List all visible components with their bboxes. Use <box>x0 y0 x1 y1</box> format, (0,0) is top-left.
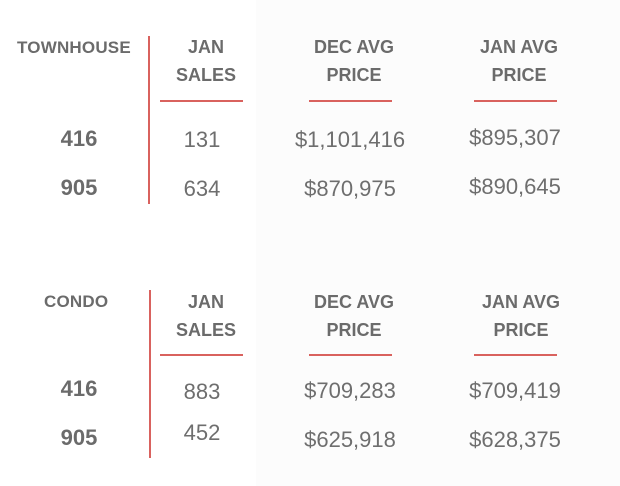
row-label-905: 905 <box>60 425 98 450</box>
vertical-divider <box>148 36 150 204</box>
cell-jan-sales: 634 <box>183 176 221 201</box>
column-header-dec-avg-price: DEC AVG PRICE <box>314 33 394 89</box>
cell-jan-sales: 883 <box>183 379 221 404</box>
header-underline <box>160 354 243 356</box>
header-line: JAN <box>187 37 225 57</box>
cell-dec-avg-price: $870,975 <box>304 176 396 201</box>
section-label: TOWNHOUSE <box>17 38 131 57</box>
header-line: PRICE <box>326 320 382 340</box>
row-label-905: 905 <box>60 175 98 200</box>
header-underline <box>474 100 557 102</box>
header-underline <box>309 100 392 102</box>
cell-jan-avg-price: $890,645 <box>469 174 561 199</box>
cell-dec-avg-price: $625,918 <box>304 427 396 452</box>
cell-jan-avg-price: $709,419 <box>469 378 561 403</box>
header-underline <box>309 354 392 356</box>
cell-dec-avg-price: $1,101,416 <box>294 127 406 152</box>
cell-jan-sales: 452 <box>183 420 221 445</box>
header-underline <box>160 100 243 102</box>
row-label-416: 416 <box>60 376 98 401</box>
section-label: CONDO <box>44 292 109 311</box>
vertical-divider <box>149 290 151 458</box>
header-line: SALES <box>175 65 237 85</box>
row-label-416: 416 <box>60 126 98 151</box>
cell-jan-sales: 131 <box>183 127 221 152</box>
column-header-jan-avg-price: JAN AVG PRICE <box>480 33 558 89</box>
header-line: JAN <box>187 292 225 312</box>
header-line: PRICE <box>493 320 549 340</box>
header-line: DEC AVG <box>313 37 395 57</box>
header-line: DEC AVG <box>313 292 395 312</box>
column-header-jan-sales: JAN SALES <box>176 288 236 344</box>
column-header-dec-avg-price: DEC AVG PRICE <box>314 288 394 344</box>
column-header-jan-sales: JAN SALES <box>176 33 236 89</box>
header-line: JAN AVG <box>479 37 559 57</box>
cell-jan-avg-price: $628,375 <box>469 427 561 452</box>
header-underline <box>474 354 557 356</box>
background-panel <box>256 0 620 486</box>
cell-jan-avg-price: $895,307 <box>469 125 561 150</box>
header-line: PRICE <box>326 65 382 85</box>
column-header-jan-avg-price: JAN AVG PRICE <box>482 288 560 344</box>
header-line: JAN AVG <box>481 292 561 312</box>
header-line: PRICE <box>491 65 547 85</box>
cell-dec-avg-price: $709,283 <box>304 378 396 403</box>
header-line: SALES <box>175 320 237 340</box>
